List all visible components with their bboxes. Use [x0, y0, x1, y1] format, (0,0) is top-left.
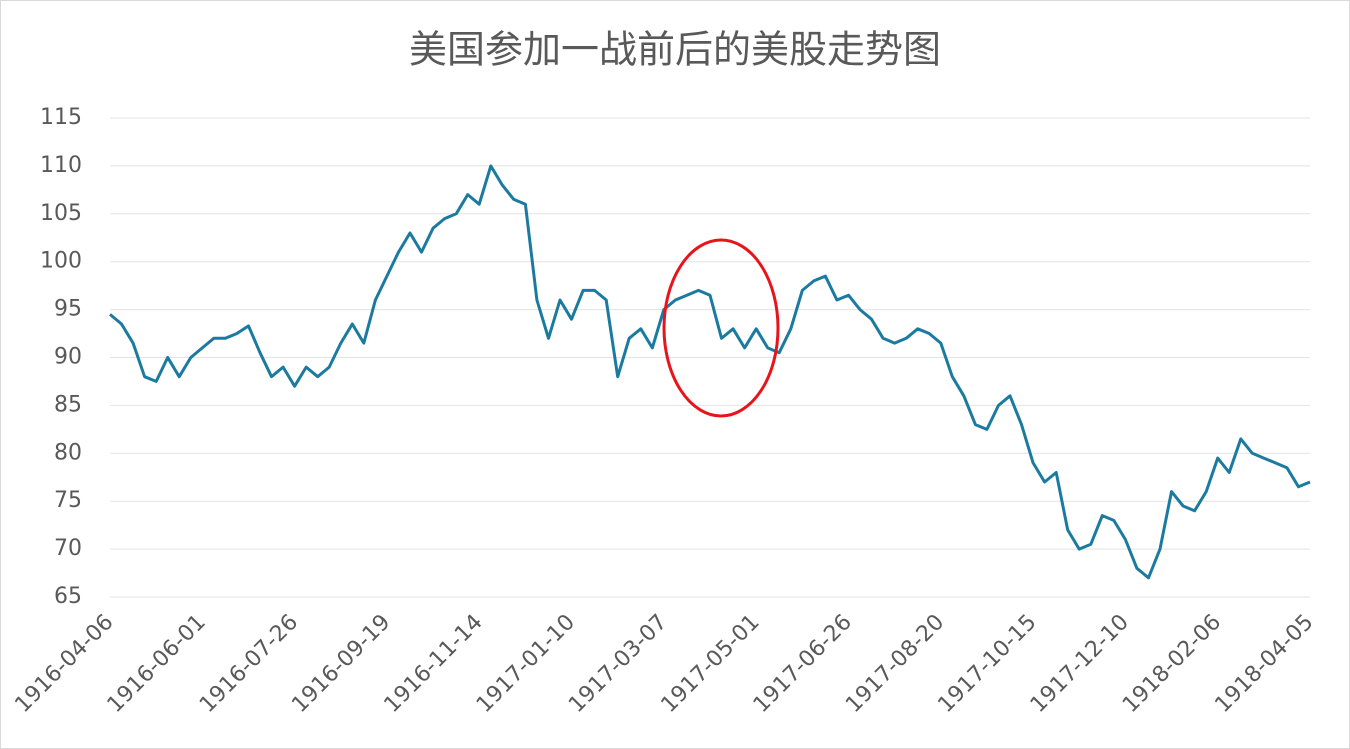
y-tick-label: 85	[54, 392, 82, 417]
y-tick-label: 90	[54, 345, 82, 370]
data-line	[109, 164, 1311, 580]
chart-title: 美国参加一战前后的美股走势图	[409, 28, 941, 72]
y-tick-label: 105	[40, 201, 82, 226]
grid	[110, 117, 1310, 598]
y-tick-label: 65	[54, 584, 82, 609]
y-tick-label: 115	[40, 105, 82, 130]
y-tick-label: 70	[54, 536, 82, 561]
y-tick-label: 95	[54, 297, 82, 322]
highlight-circle	[662, 238, 780, 418]
plot	[109, 164, 1311, 580]
y-tick-label: 80	[54, 440, 82, 465]
y-tick-label: 110	[40, 153, 82, 178]
y-tick-label: 75	[54, 488, 82, 513]
y-tick-label: 100	[40, 249, 82, 274]
